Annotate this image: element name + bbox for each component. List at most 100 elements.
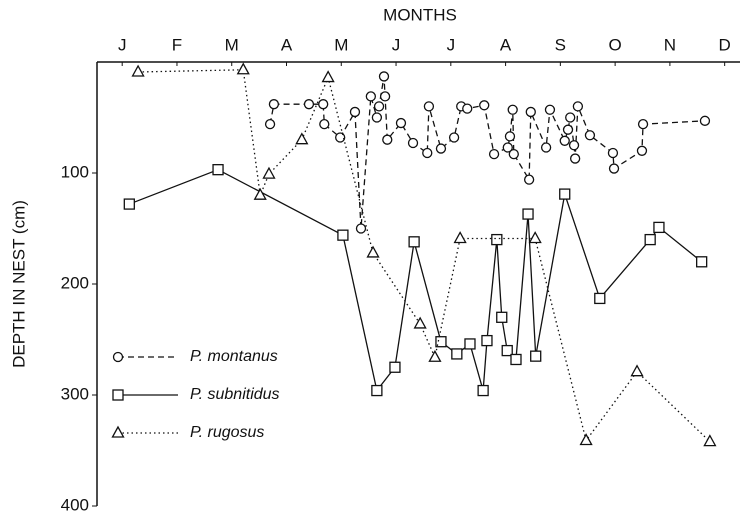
marker <box>508 148 519 160</box>
marker <box>522 208 534 220</box>
marker <box>477 384 489 397</box>
legend-label: P. montanus <box>190 348 278 365</box>
marker <box>636 145 648 156</box>
marker <box>435 336 447 348</box>
marker <box>262 166 276 179</box>
x-axis-title: MONTHS <box>383 5 457 24</box>
marker <box>530 350 542 362</box>
marker <box>318 99 329 110</box>
marker <box>212 164 224 176</box>
marker <box>464 338 476 350</box>
marker <box>644 233 656 246</box>
marker <box>637 119 649 130</box>
marker <box>451 348 463 360</box>
legend-marker <box>112 351 124 363</box>
legend-marker <box>111 425 125 438</box>
marker <box>584 130 596 141</box>
marker <box>559 135 570 146</box>
marker <box>264 119 276 130</box>
marker <box>488 148 500 160</box>
marker <box>504 131 516 142</box>
x-tick-label: F <box>172 35 182 54</box>
x-tick-label: J <box>447 35 456 54</box>
x-tick-label: S <box>555 35 566 54</box>
marker <box>365 91 377 102</box>
legend-label: P. subnitidus <box>190 386 280 403</box>
marker <box>608 163 620 174</box>
marker <box>355 223 367 234</box>
marker <box>389 361 401 373</box>
marker <box>335 132 346 143</box>
marker <box>349 106 361 118</box>
marker <box>371 384 383 397</box>
y-tick-label: 400 <box>61 495 89 514</box>
marker <box>448 132 460 143</box>
marker <box>696 256 708 268</box>
marker <box>379 91 391 102</box>
marker <box>321 70 335 83</box>
marker <box>523 174 535 185</box>
x-tick-label: M <box>334 35 348 54</box>
marker <box>435 143 447 154</box>
marker <box>378 71 390 82</box>
marker <box>565 112 576 123</box>
marker <box>422 147 433 159</box>
marker <box>594 292 606 305</box>
marker <box>236 62 250 75</box>
marker <box>413 316 427 329</box>
x-tick-label: M <box>225 35 239 54</box>
marker <box>569 153 581 164</box>
marker <box>382 134 393 145</box>
marker <box>268 99 280 110</box>
marker <box>703 434 717 447</box>
marker <box>579 433 593 446</box>
marker <box>131 64 145 77</box>
marker <box>572 101 584 112</box>
marker <box>366 245 380 258</box>
legend-marker <box>112 389 124 401</box>
marker <box>462 103 473 114</box>
y-tick-label: 100 <box>61 162 89 181</box>
marker <box>303 99 315 110</box>
marker <box>559 188 571 200</box>
marker <box>407 137 419 149</box>
marker <box>607 147 619 159</box>
marker <box>253 187 267 200</box>
marker <box>568 140 580 151</box>
marker <box>562 124 574 135</box>
marker <box>496 311 508 323</box>
marker <box>507 104 518 115</box>
y-tick-label: 300 <box>61 384 89 403</box>
marker <box>371 112 383 123</box>
marker <box>337 229 349 241</box>
legend-label: P. rugosus <box>190 424 264 441</box>
x-tick-label: O <box>609 35 622 54</box>
marker <box>525 106 536 118</box>
x-tick-label: J <box>118 35 127 54</box>
marker <box>501 344 513 357</box>
marker <box>481 334 493 347</box>
marker <box>295 132 309 145</box>
marker <box>453 231 467 244</box>
x-tick-label: J <box>392 35 401 54</box>
marker <box>528 231 542 244</box>
marker <box>510 353 522 366</box>
marker <box>502 142 513 153</box>
y-tick-label: 200 <box>61 273 89 292</box>
marker <box>699 115 711 126</box>
marker <box>373 101 385 112</box>
x-tick-label: N <box>664 35 676 54</box>
marker <box>544 104 556 115</box>
x-tick-label: A <box>500 35 512 54</box>
marker <box>408 236 420 248</box>
marker <box>630 364 644 377</box>
marker <box>491 233 503 246</box>
x-tick-label: A <box>281 35 293 54</box>
marker <box>428 349 442 362</box>
marker <box>423 101 435 112</box>
y-axis-title: DEPTH IN NEST (cm) <box>9 200 28 368</box>
marker <box>479 100 490 111</box>
marker <box>395 117 407 129</box>
marker <box>540 142 552 153</box>
